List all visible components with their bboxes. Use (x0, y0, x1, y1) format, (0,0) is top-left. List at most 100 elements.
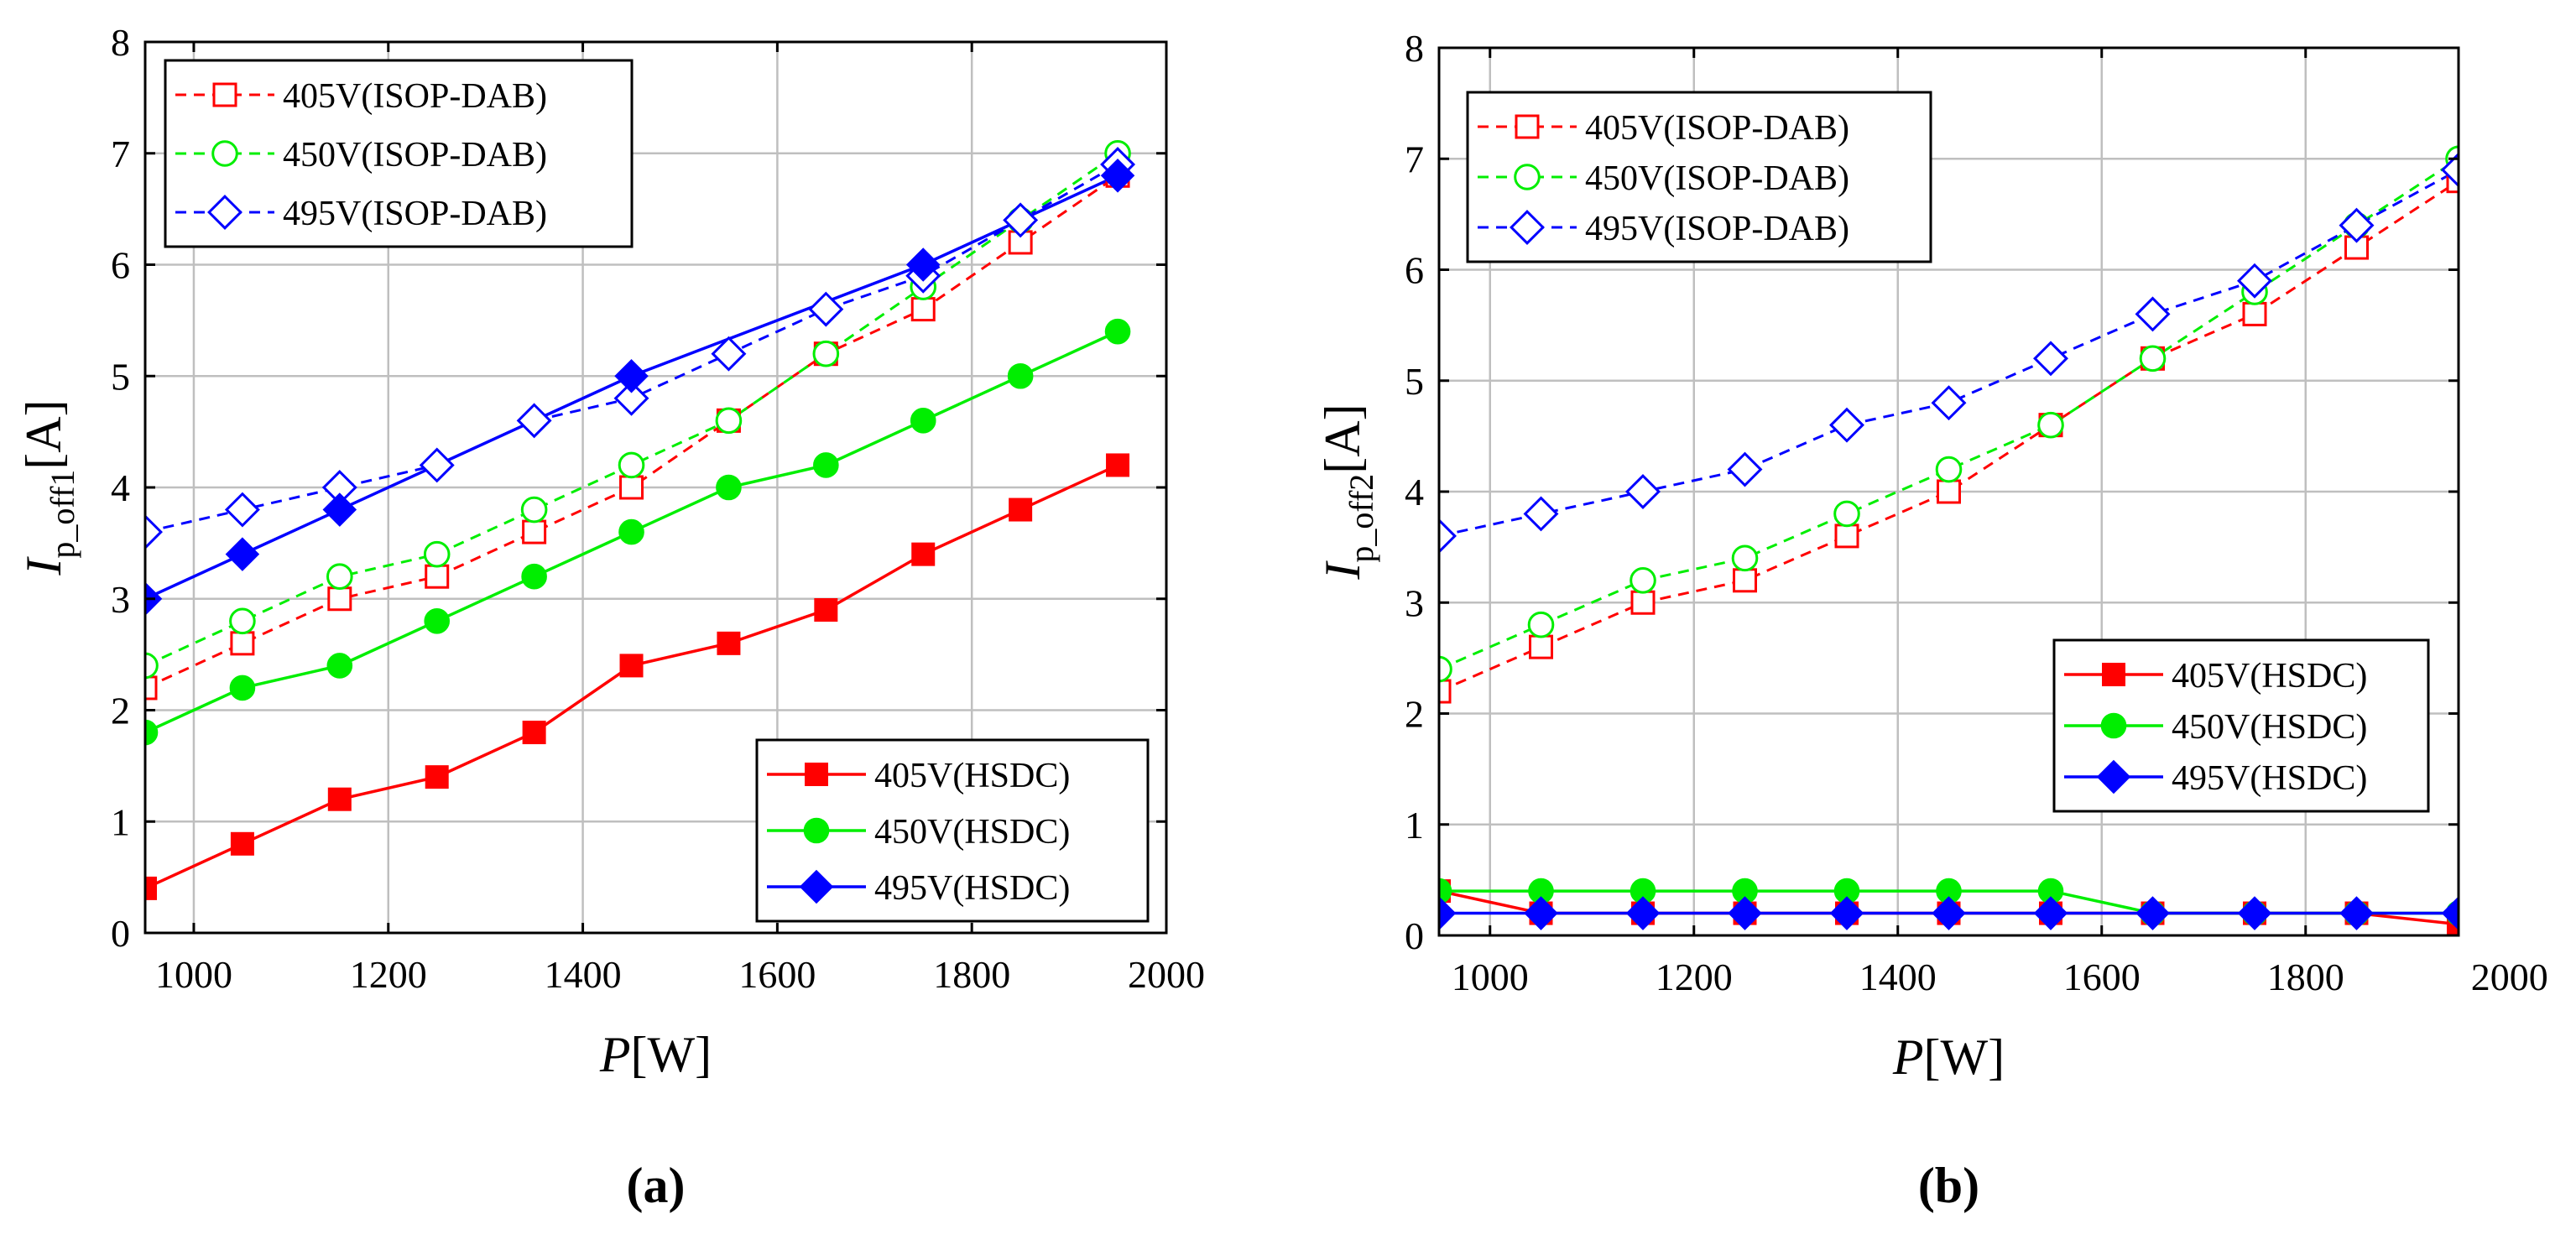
chart-0-legend-0: 405V(ISOP-DAB) 450V(ISOP-DAB) 495V(ISOP-DA… (164, 59, 634, 248)
chart-1-series-2-point (1727, 451, 1763, 487)
chart-1-legend-0-label: 495V(ISOP-DAB) (1585, 210, 1849, 248)
chart-1-ytick-label: 4 (1405, 471, 1424, 513)
chart-1-legend-0-swatch-marker (1514, 164, 1541, 190)
chart-0-series-1-point (520, 496, 548, 524)
chart-1-series-5-point (2237, 896, 2272, 930)
chart-1-xlabel-unit: [W] (1924, 1029, 2005, 1085)
chart-1-xtick-label: 1200 (1656, 956, 1733, 998)
chart-0-legend-1-swatch-marker (799, 869, 834, 904)
chart-0-series-1-point (229, 607, 256, 635)
chart-1-series-0-point (1937, 479, 1961, 504)
chart-0-series-3-point (911, 542, 936, 566)
chart-0-series-4-point (910, 408, 936, 434)
chart-1-xtick-label: 1400 (1859, 956, 1937, 998)
chart-0-series-4-point (326, 653, 353, 679)
chart-0-legend-1-swatch-marker (803, 817, 830, 844)
chart-0-ytick-label: 3 (111, 578, 130, 621)
chart-1-series-5-point (2135, 896, 2170, 930)
chart-1-series-1-point (2037, 411, 2064, 439)
chart-0-series-1-point (618, 451, 645, 479)
chart-1-legend-1: 405V(HSDC) 450V(HSDC) 495V(HSDC) (2052, 638, 2430, 813)
chart-1-legend-0-swatch-marker (1510, 210, 1545, 245)
chart-0-series-3-point (425, 765, 449, 789)
chart-1-series-2-point (2033, 341, 2068, 377)
chart-0-series-4-point (424, 608, 451, 634)
chart-1-legend-0: 405V(ISOP-DAB) 450V(ISOP-DAB) 495V(ISOP-DA… (1466, 91, 1932, 263)
chart-0-legend-1-swatch-marker (805, 763, 828, 786)
chart-0-series-3-point (814, 598, 838, 622)
chart-1-series-1-point (2139, 345, 2167, 372)
chart-1-ytick-label: 1 (1405, 804, 1424, 846)
chart-0-series-2-point (808, 291, 844, 327)
chart-1-series-1-point (1833, 500, 1860, 528)
chart-0-series-3-point (1009, 497, 1033, 522)
chart-0-series-2-point (224, 492, 260, 528)
chart-0-series-4-point (618, 518, 644, 545)
chart-1-ytick-label: 3 (1405, 581, 1424, 624)
chart-1-series-2-point (1439, 518, 1457, 554)
chart-1-ytick-label: 6 (1405, 249, 1424, 292)
chart-1-ylabel: Ip_off2[A] (1315, 404, 1380, 580)
chart-1-series-1-point (1630, 567, 1656, 594)
chart-1-series-2-point (1625, 474, 1661, 509)
chart-0-series-3-point (327, 787, 352, 811)
chart-0-series-1-point (145, 652, 159, 680)
chart-0-series-0-point (230, 631, 255, 656)
chart-0-series-3-point (717, 631, 741, 655)
chart-0-ytick-label: 4 (111, 466, 130, 509)
chart-1-series-2-point (1931, 385, 1967, 421)
chart-1-legend-1-label: 450V(HSDC) (2172, 708, 2367, 747)
chart-0-legend-1-label: 495V(HSDC) (874, 869, 1070, 908)
chart-1-legend-1-label: 495V(HSDC) (2172, 759, 2367, 798)
chart-1-legend-0-box (1466, 91, 1932, 263)
chart-1-series-4-point (1439, 878, 1452, 904)
chart-0-series-3-point (230, 831, 254, 856)
chart-1-ylabel-var: I (1315, 560, 1370, 581)
chart-1-series-5-point (1524, 896, 1558, 930)
chart-0-series-1-point (423, 540, 451, 568)
chart-1-xlabel-var: P (1892, 1029, 1924, 1085)
chart-0-legend-0-swatch-marker (207, 195, 242, 230)
chart-0-series-4-point (1007, 362, 1034, 389)
chart-1-series-5-point (1932, 896, 1966, 930)
chart-1-series-1-point (1527, 611, 1555, 638)
chart-0-xlabel-var: P (599, 1027, 631, 1082)
chart-1-plot (1439, 145, 2459, 935)
chart-0-series-5-point (225, 537, 260, 571)
chart-0-ylabel-var: I (16, 556, 71, 576)
chart-0-legend-0-label: 405V(ISOP-DAB) (283, 77, 547, 116)
chart-0-legend-0-label: 450V(ISOP-DAB) (283, 136, 547, 175)
chart-0-xtick-label: 1800 (933, 953, 1010, 996)
chart-0-ytick-label: 6 (111, 244, 130, 287)
chart-0-legend-1-label: 450V(HSDC) (874, 813, 1070, 852)
chart-0-series-2-point (613, 380, 649, 416)
chart-0-series-4-point (716, 474, 742, 501)
chart-0-series-4-point (1104, 318, 1131, 345)
chart-1-legend-1-swatch-marker (2096, 759, 2131, 794)
chart-0-series-1-point (812, 340, 840, 367)
chart-1-legend-0-label: 405V(ISOP-DAB) (1585, 109, 1849, 148)
chart-0-ytick-label: 1 (111, 800, 130, 843)
chart-0-series-5-point (905, 247, 941, 282)
chart-0-legend-0-swatch-marker (211, 140, 238, 167)
chart-0-ylabel-unit: [A] (16, 399, 71, 469)
chart-0-series-0-point (910, 297, 936, 322)
chart-1-series-5-point (1728, 896, 1762, 930)
chart-1-series-1-point (1439, 655, 1452, 683)
chart-0-series-2-point (419, 447, 455, 483)
chart-1-series-5-point (2441, 896, 2459, 930)
chart-1-ytick-label: 0 (1405, 914, 1424, 957)
chart-0-ytick-label: 7 (111, 133, 130, 175)
chart-1-panel-label: (b) (1918, 1158, 1979, 1213)
chart-1-series-0-point (1630, 590, 1656, 615)
chart-1-legend-0-label: 450V(ISOP-DAB) (1585, 159, 1849, 198)
chart-1-xtick-label: 1000 (1452, 956, 1529, 998)
chart-1-xlabel: P[W] (1892, 1029, 2005, 1085)
chart-1: 1000 1200 1400 1600 1800 2000 0 1 2 3 4 5 6 7 8 P[W] Ip_… (1315, 27, 2548, 1213)
chart-1-series-2-point (1829, 407, 1864, 443)
chart-0-series-3-point (522, 721, 546, 745)
chart-0-series-4-point (229, 675, 256, 701)
chart-0-ytick-label: 0 (111, 912, 130, 955)
chart-0-xtick-label: 2000 (1128, 953, 1205, 996)
